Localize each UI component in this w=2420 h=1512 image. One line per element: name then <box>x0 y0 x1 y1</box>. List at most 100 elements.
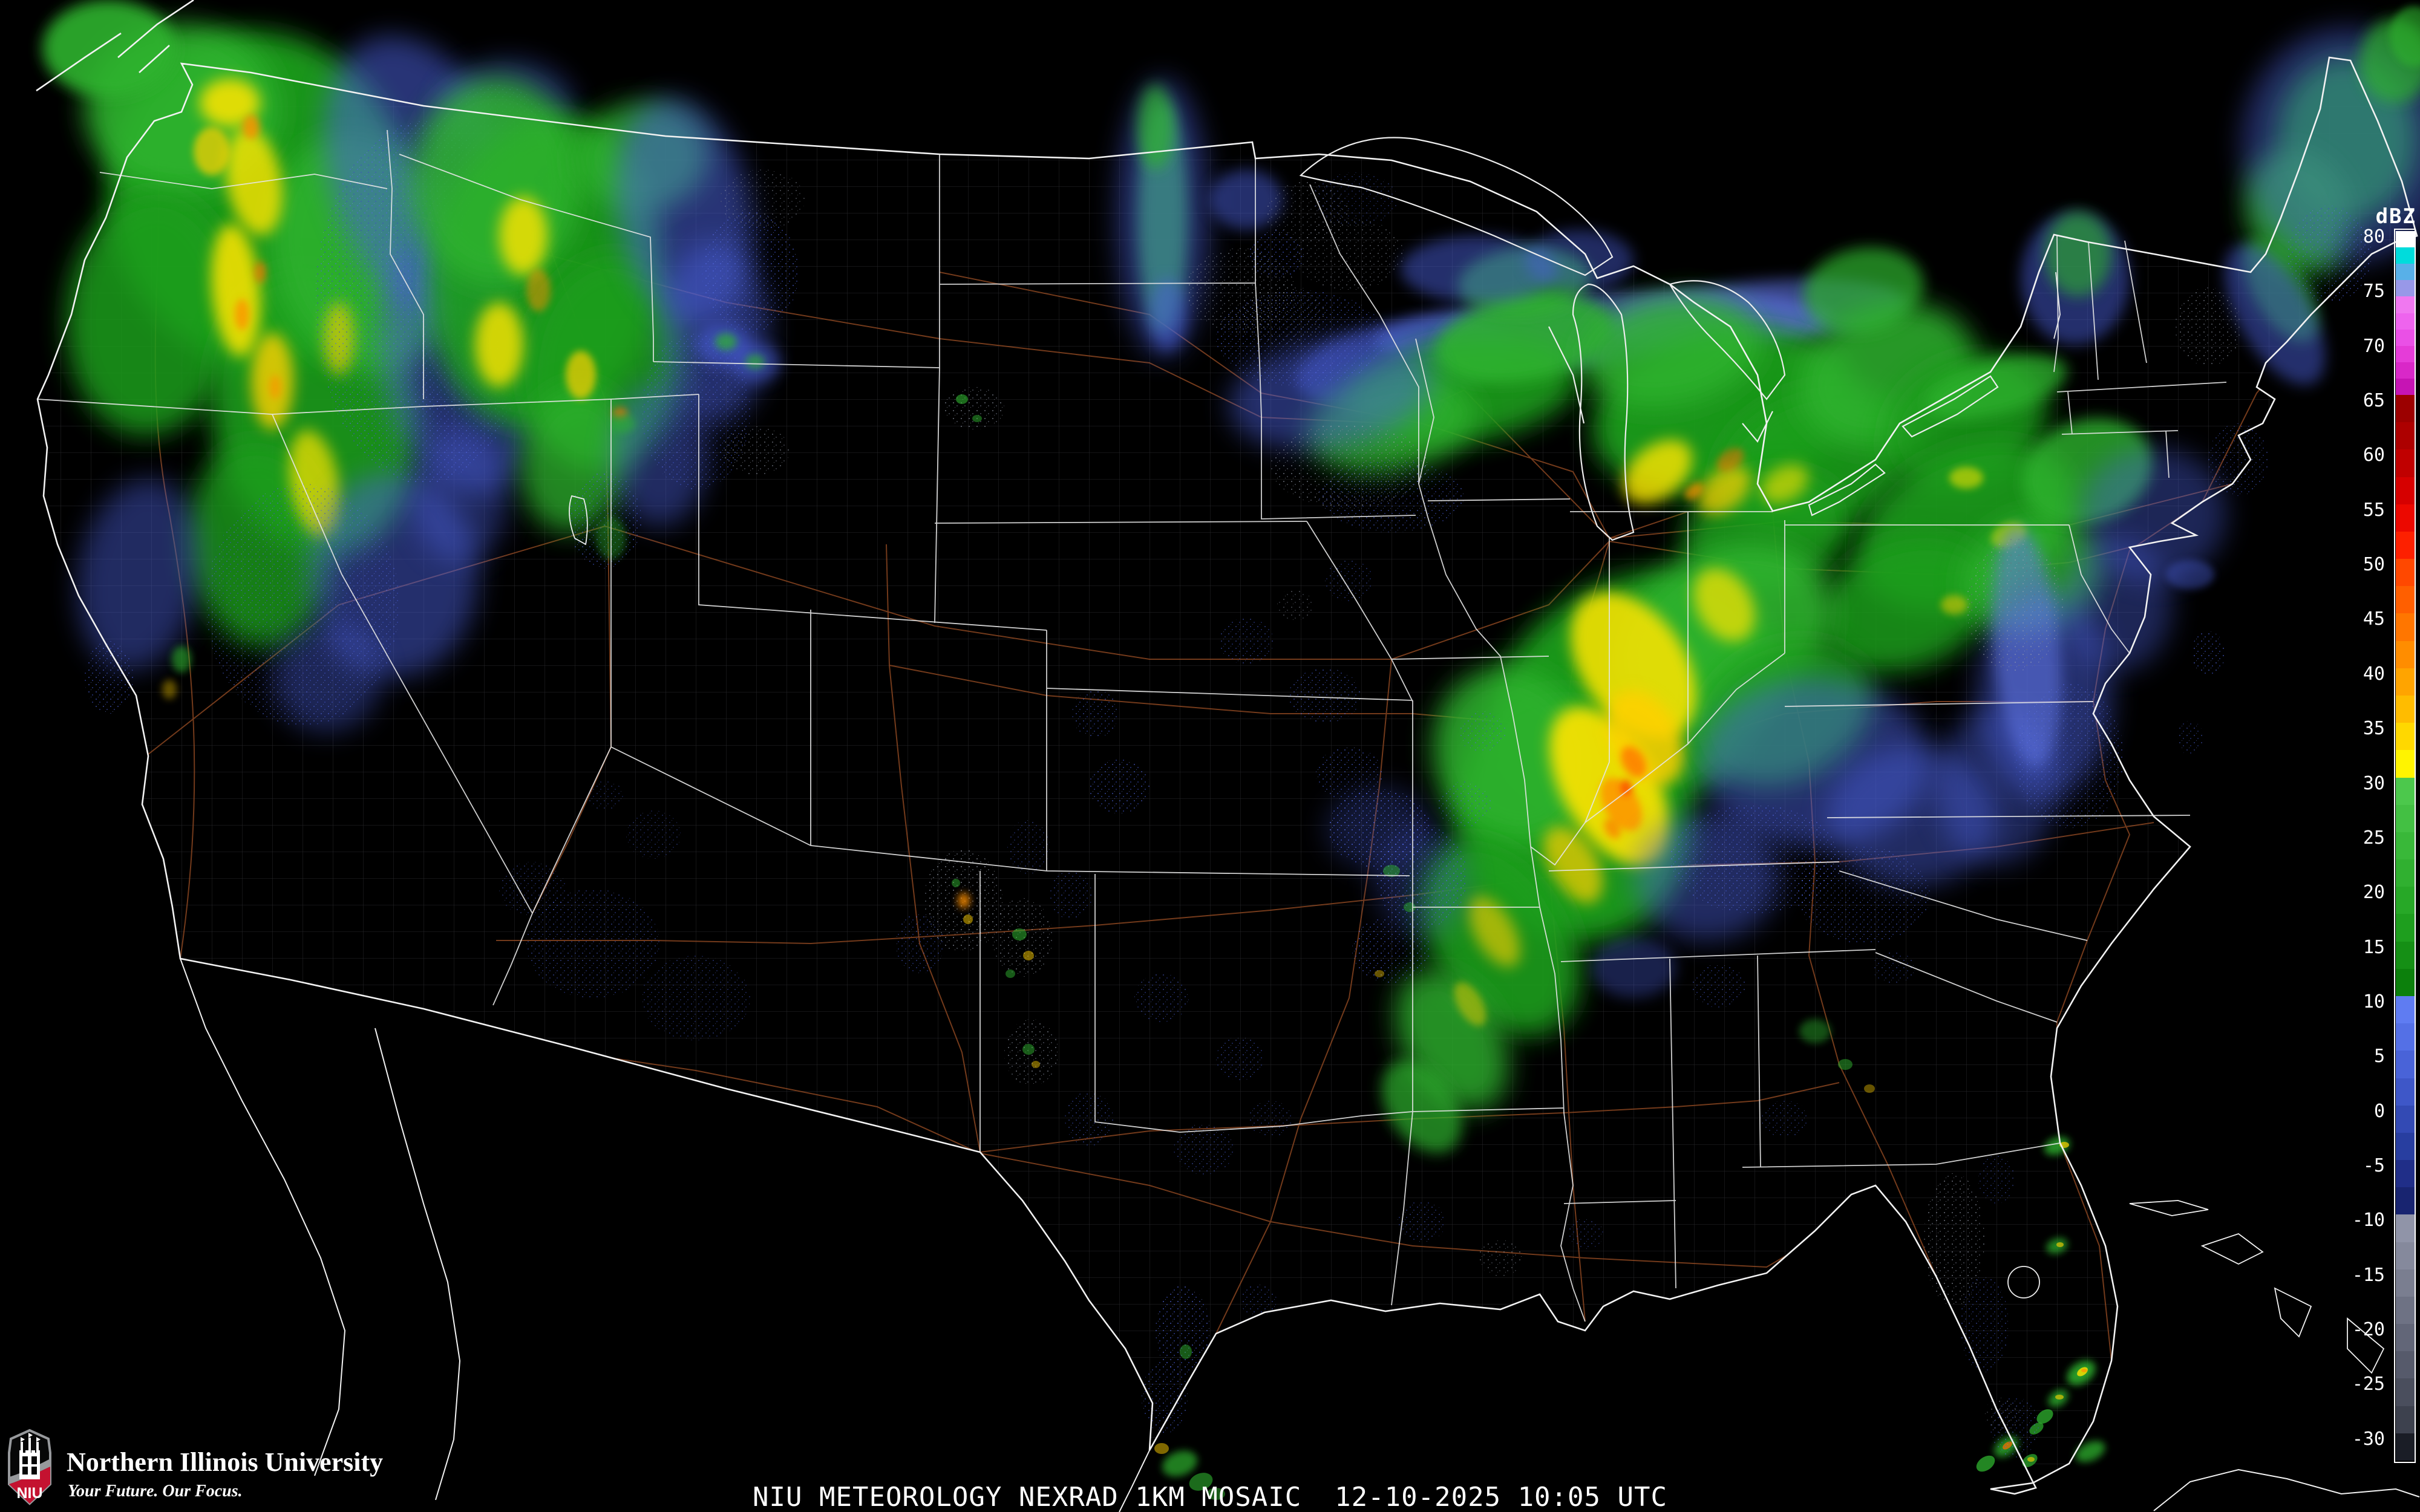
colorbar-block <box>2396 832 2415 860</box>
colorbar-block <box>2396 968 2415 997</box>
colorbar-block <box>2396 1351 2415 1379</box>
radar-echo-cell <box>1803 247 1924 334</box>
radar-echo-cell <box>200 79 260 127</box>
colorbar-block <box>2396 280 2415 297</box>
radar-echo-cell <box>1838 1059 1853 1070</box>
colorbar-tick-label: 75 <box>2363 281 2385 302</box>
radar-echo-cell <box>1065 1092 1113 1146</box>
radar-echo-cell <box>2208 423 2269 496</box>
radar-echo-cell <box>66 194 237 435</box>
colorbar-block <box>2396 1378 2415 1407</box>
radar-echo-cell <box>1289 668 1361 723</box>
radar-echo-cell <box>1570 592 1697 738</box>
colorbar-block <box>2396 750 2415 778</box>
saginaw-bay <box>1742 411 1773 443</box>
radar-echo-cell <box>1189 1473 1213 1491</box>
colorbar-frame <box>2394 229 2416 1463</box>
radar-echo-cell <box>1295 218 1404 290</box>
highway-i20-icon <box>979 1082 1840 1153</box>
radar-echo-cell <box>1072 689 1118 738</box>
radar-echo-cell <box>1525 230 1634 290</box>
colorbar-block <box>2396 640 2415 669</box>
colorbar-block <box>2396 362 2415 379</box>
radar-echo-cell <box>1022 1044 1035 1055</box>
radar-echo-cell <box>526 889 659 998</box>
colorbar-block <box>2396 477 2415 505</box>
colorbar-block <box>2396 804 2415 833</box>
radar-echo-cell <box>1180 1344 1192 1359</box>
radar-echo-cell <box>1623 440 1692 504</box>
radar-echo-cell <box>194 127 230 175</box>
cuba-coast <box>2153 1468 2420 1511</box>
radar-echo-cell <box>1716 448 1744 472</box>
radar-echo-cell <box>1468 896 1520 967</box>
radar-echo-cell <box>243 115 260 139</box>
radar-echo-cell <box>745 354 765 369</box>
colorbar-tick-label: 70 <box>2363 335 2385 357</box>
timestamp-caption: NIU METEOROLOGY NEXRAD 1KM MOSAIC 12-10-… <box>753 1482 1667 1512</box>
highway-i25-icon <box>886 544 981 1153</box>
radar-echo-cell <box>952 879 960 887</box>
colorbar-block <box>2396 723 2415 751</box>
radar-echo-cell <box>235 299 249 330</box>
radar-echo-cell <box>1023 951 1034 960</box>
radar-echo-cell <box>1580 295 1760 407</box>
radar-echo-cell <box>1012 928 1027 940</box>
colorbar-block <box>2396 264 2415 281</box>
radar-echo-cell <box>499 197 548 275</box>
radar-echo-cell <box>2224 244 2326 385</box>
radar-echo-cell <box>566 351 596 399</box>
colorbar-block <box>2396 247 2415 264</box>
radar-echo-cell <box>499 862 566 916</box>
lake-superior <box>1299 137 1614 276</box>
radar-echo-cell <box>702 212 799 333</box>
colorbar-tick-label: 40 <box>2363 663 2385 685</box>
colorbar-block <box>2396 914 2415 942</box>
radar-echo-cell <box>1313 172 1398 227</box>
lake-ontario <box>1902 375 1999 438</box>
radar-echo-cell <box>1050 871 1092 919</box>
colorbar-block <box>2396 296 2415 314</box>
colorbar-tick-label: -10 <box>2352 1210 2385 1231</box>
radar-echo-cell <box>1621 780 1632 795</box>
radar-echo-cell <box>1319 460 1464 532</box>
radar-echo-cell <box>85 641 133 714</box>
colorbar-tick-label: 15 <box>2363 936 2385 958</box>
radar-echo-cell <box>1277 589 1313 621</box>
radar-echo-cell <box>2045 212 2111 296</box>
radar-echo-cell <box>2166 560 2214 589</box>
green-bay <box>1548 326 1585 424</box>
colorbar-block <box>2396 613 2415 642</box>
radar-echo-cell <box>1924 1173 1984 1306</box>
colorbar-block <box>2396 859 2415 887</box>
radar-echo-cell <box>1984 1397 2021 1433</box>
radar-echo-cell <box>254 261 266 283</box>
colorbar-block <box>2396 395 2415 423</box>
radar-echo-cell <box>2055 1395 2064 1400</box>
radar-echo-cell <box>226 128 283 235</box>
radar-echo-cell <box>1150 278 1186 351</box>
radar-echo-cell <box>1941 595 1967 614</box>
radar-echo-cell <box>1154 1443 1169 1454</box>
radar-echo-cell <box>1240 1285 1277 1316</box>
radar-echo-cell <box>720 169 805 230</box>
colorbar-block <box>2396 504 2415 532</box>
colorbar-block <box>2396 1023 2415 1051</box>
colorbar-tick-label: 10 <box>2363 991 2385 1012</box>
colorbar-block <box>2396 1296 2415 1325</box>
colorbar-block <box>2396 887 2415 914</box>
colorbar-block <box>2396 586 2415 614</box>
radar-echo-cell <box>206 484 399 726</box>
radar-echo-cell <box>1219 618 1274 664</box>
radar-echo-cell <box>963 914 973 924</box>
colorbar-tick-label: -30 <box>2352 1428 2385 1450</box>
colorbar-tick-label: 20 <box>2363 882 2385 904</box>
radar-echo-cell <box>1872 952 1915 983</box>
radar-echo-cell <box>1684 482 1704 500</box>
colorbar-tick-label: 50 <box>2363 554 2385 576</box>
radar-echo-cell <box>1600 778 1643 831</box>
radar-echo-cell <box>162 680 177 699</box>
radar-echo-cell <box>1864 1084 1875 1093</box>
radar-echo-cell <box>958 893 970 908</box>
